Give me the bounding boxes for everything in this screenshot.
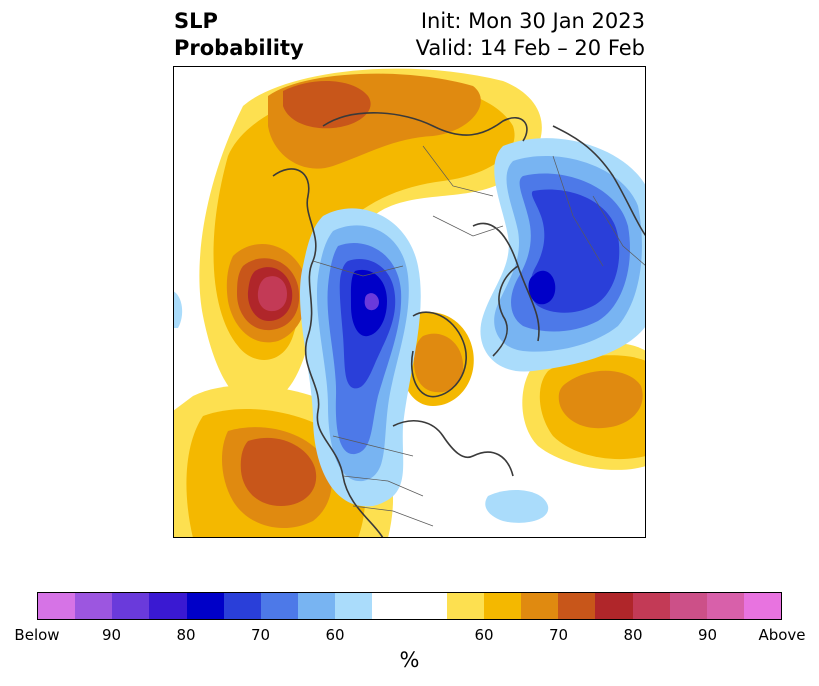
map-title: SLP Probability — [174, 8, 304, 62]
colorbar-tick-label: Above — [758, 626, 806, 644]
colorbar-segment — [112, 593, 150, 619]
above-region-asia-70 — [558, 370, 643, 429]
below-region-atlantic-60 — [485, 490, 549, 523]
title-type: Probability — [174, 36, 304, 60]
above-region-pacific-85 — [257, 276, 287, 312]
colorbar-segment — [595, 593, 633, 619]
colorbar-segment — [149, 593, 187, 619]
colorbar-segment — [521, 593, 559, 619]
colorbar-tick-label: 80 — [623, 626, 643, 644]
colorbar-tick-label: 60 — [325, 626, 345, 644]
colorbar-segment — [669, 593, 707, 619]
colorbar-segment — [38, 593, 76, 619]
colorbar-tick-label: Below — [14, 626, 60, 644]
above-region-greenland-70 — [413, 333, 464, 393]
below-region-canada-85 — [364, 293, 379, 311]
colorbar-tick-label: 90 — [697, 626, 718, 644]
colorbar-tick-label: 70 — [548, 626, 569, 644]
below-region-siberia-80 — [528, 270, 556, 305]
colorbar-tick-label: 90 — [101, 626, 122, 644]
colorbar-tick-labels: Below 90 80 70 60 60 70 80 90 Above — [14, 626, 805, 646]
above-region-southwest-75 — [240, 437, 317, 506]
below-region-pacific-edge-60 — [173, 291, 183, 328]
colorbar-segment — [298, 593, 336, 619]
colorbar-unit: % — [399, 648, 420, 672]
colorbar-segment — [632, 593, 670, 619]
colorbar-segment — [75, 593, 113, 619]
above-region-europe-75 — [283, 80, 371, 129]
colorbar-tick-label: 80 — [176, 626, 196, 644]
colorbar-segment — [446, 593, 484, 619]
colorbar-segment — [409, 593, 447, 619]
colorbar-tick-label: 70 — [250, 626, 271, 644]
colorbar-segment — [372, 593, 410, 619]
colorbar-segment — [558, 593, 596, 619]
colorbar-segment — [335, 593, 373, 619]
probability-map — [173, 66, 646, 538]
colorbar-segment — [223, 593, 261, 619]
valid-range: Valid: 14 Feb – 20 Feb — [415, 36, 645, 60]
colorbar-segment — [483, 593, 522, 619]
map-frame — [173, 66, 646, 538]
colorbar-segment — [743, 593, 782, 619]
colorbar — [37, 592, 782, 620]
colorbar-tick-label: 60 — [474, 626, 494, 644]
colorbar-segment — [706, 593, 744, 619]
date-info: Init: Mon 30 Jan 2023 Valid: 14 Feb – 20… — [416, 8, 645, 62]
colorbar-segment — [186, 593, 224, 619]
coastlines — [272, 112, 646, 538]
colorbar-segment — [260, 593, 299, 619]
borders — [312, 145, 646, 527]
title-variable: SLP — [174, 9, 218, 33]
init-date: Init: Mon 30 Jan 2023 — [420, 9, 645, 33]
